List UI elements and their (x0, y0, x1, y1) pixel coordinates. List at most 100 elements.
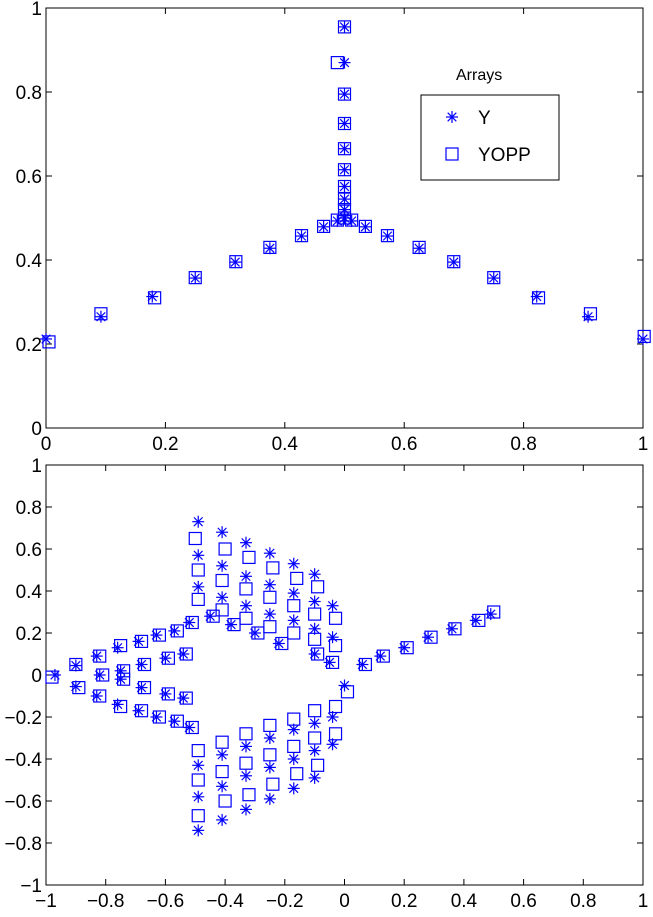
bottom-point-yopp (287, 626, 301, 640)
bottom-point-y (287, 614, 300, 627)
top-point-yopp (337, 179, 352, 194)
bottom-point-yopp (340, 685, 355, 699)
bottom-point-yopp (239, 756, 253, 770)
top-point-y (487, 272, 500, 285)
bottom-point-yopp (93, 689, 107, 703)
bottom-point-y (183, 721, 196, 734)
bottom-point-y (192, 824, 205, 837)
top-x-tick-label: 0.2 (152, 434, 178, 455)
bottom-point-yopp (215, 735, 229, 749)
bottom-point-yopp (358, 657, 372, 672)
top-point-y (40, 332, 52, 345)
bottom-point-yopp (179, 647, 193, 661)
bottom-point-yopp (472, 613, 486, 628)
bottom-point-yopp (117, 672, 131, 686)
bottom-x-tick-label: 1 (638, 891, 649, 912)
top-x-tick-label: 0.4 (272, 434, 299, 455)
top-scatter-plot: 0 0.2 0.4 0.6 0.8 1 0 0.2 0.4 0.6 0.8 1 Arrays Y Y… (16, 0, 651, 455)
bottom-point-y (159, 687, 172, 700)
bottom-point-y (192, 580, 205, 593)
bottom-scatter-plot: −1 −0.8 −0.6 −0.4 −0.2 0 0.2 0.4 0.6 0.8 1 −1−0.8−… (4, 456, 648, 912)
top-point-yopp (294, 229, 309, 243)
bottom-y-tick-label: 0.8 (16, 498, 42, 519)
bottom-point-yopp (328, 727, 343, 741)
bottom-point-yopp (311, 647, 325, 661)
legend-square-icon (445, 147, 459, 161)
bottom-point-yopp (328, 699, 343, 714)
legend: Arrays Y YOPP (420, 67, 560, 181)
bottom-point-y (132, 704, 145, 717)
legend-entry-yopp-marker (445, 147, 459, 161)
bottom-point-y (192, 790, 205, 803)
bottom-point-yopp (308, 607, 322, 621)
bottom-y-tick-label: 0.4 (16, 582, 43, 603)
bottom-point-yopp (69, 657, 83, 672)
bottom-point-y (308, 744, 321, 757)
bottom-point-y (326, 631, 339, 644)
bottom-point-yopp (328, 611, 343, 625)
bottom-point-y (308, 648, 321, 660)
legend-entry-y-marker (446, 111, 458, 123)
bottom-point-yopp (263, 620, 277, 634)
bottom-y-tick-label: −0.4 (4, 750, 42, 771)
bottom-y-tick-label: 0.2 (16, 624, 42, 645)
bottom-point-y (239, 803, 252, 816)
bottom-point-y (287, 782, 300, 795)
top-point-yopp (337, 87, 352, 101)
top-point-yopp (531, 291, 546, 305)
bottom-point-yopp (239, 611, 253, 625)
bottom-y-axis-ticks: −1 −0.8 −0.6 −0.4 −0.2 0 0.2 0.4 0.6 0.8 1 (4, 456, 643, 897)
bottom-point-yopp (215, 573, 229, 588)
top-y-axis-ticks: 0 0.2 0.4 0.6 0.8 1 (16, 0, 643, 440)
bottom-point-y (192, 759, 205, 772)
bottom-point-yopp (308, 632, 322, 646)
top-point-yopp (380, 229, 395, 243)
bottom-point-y (216, 591, 229, 604)
bottom-point-yopp (215, 764, 229, 779)
bottom-y-tick-label: −0.2 (4, 708, 42, 729)
top-point-yopp (42, 335, 56, 349)
bottom-point-y (287, 587, 300, 600)
bottom-point-y (239, 599, 252, 612)
bottom-x-axis-ticks: −1 −0.8 −0.6 −0.4 −0.2 0 0.2 0.4 0.6 0.8 1 (35, 465, 648, 912)
bottom-point-y (90, 690, 103, 702)
bottom-point-y (308, 771, 321, 784)
bottom-point-yopp (134, 704, 149, 718)
bottom-point-y (135, 681, 148, 694)
top-point-y (229, 256, 242, 269)
bottom-point-y (177, 648, 190, 660)
bottom-point-y (263, 761, 276, 774)
bottom-y-tick-label: 0 (31, 666, 42, 687)
bottom-point-y (272, 637, 285, 650)
bottom-point-y (326, 599, 339, 612)
bottom-point-y (216, 813, 229, 826)
legend-entry-y-label: Y (478, 108, 491, 129)
bottom-x-tick-label: −0.4 (206, 891, 244, 912)
top-point-yopp (337, 20, 352, 34)
top-point-yopp (447, 255, 461, 269)
top-point-y (317, 220, 330, 233)
top-y-tick-label: 0.2 (16, 335, 42, 356)
bottom-plot-points (45, 515, 501, 837)
bottom-point-yopp (239, 582, 253, 596)
top-point-y (345, 214, 358, 227)
top-point-yopp (358, 219, 372, 233)
bottom-point-yopp (191, 773, 205, 787)
bottom-point-y (326, 711, 339, 723)
bottom-y-tick-label: −0.8 (4, 834, 42, 855)
bottom-point-yopp (290, 767, 304, 781)
top-point-y (359, 220, 372, 233)
top-y-tick-label: 0.4 (16, 251, 43, 272)
bottom-point-y (469, 614, 482, 627)
bottom-point-y (308, 595, 321, 608)
bottom-point-y (159, 652, 172, 665)
top-point-yopp (337, 192, 352, 206)
bottom-point-yopp (448, 622, 462, 636)
top-point-y (94, 310, 107, 323)
top-x-tick-label: 0.8 (510, 434, 536, 455)
bottom-point-yopp (287, 739, 301, 754)
top-point-yopp (188, 271, 202, 285)
top-point-yopp (94, 307, 108, 321)
bottom-point-yopp (114, 638, 128, 653)
top-point-yopp (487, 271, 501, 285)
